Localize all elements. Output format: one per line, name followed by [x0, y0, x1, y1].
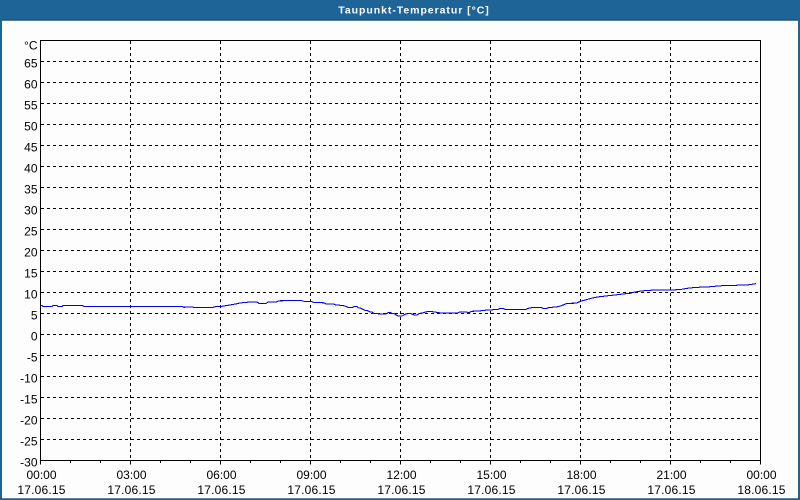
- svg-text:17.06.15: 17.06.15: [467, 483, 515, 497]
- svg-text:30: 30: [24, 204, 38, 218]
- svg-text:17.06.15: 17.06.15: [197, 483, 245, 497]
- svg-text:17.06.15: 17.06.15: [17, 483, 65, 497]
- svg-text:18.06.15: 18.06.15: [737, 483, 785, 497]
- svg-text:Taupunkt-Temperatur [°C]: Taupunkt-Temperatur [°C]: [338, 5, 489, 17]
- svg-text:35: 35: [24, 183, 38, 197]
- svg-text:17.06.15: 17.06.15: [557, 483, 605, 497]
- svg-text:-15: -15: [20, 393, 38, 407]
- svg-text:20: 20: [24, 246, 38, 260]
- svg-text:-25: -25: [20, 435, 38, 449]
- svg-text:65: 65: [24, 57, 38, 71]
- svg-text:0: 0: [31, 330, 38, 344]
- svg-text:12:00: 12:00: [386, 468, 416, 482]
- svg-text:-30: -30: [20, 456, 38, 470]
- svg-text:-5: -5: [27, 351, 38, 365]
- svg-text:17.06.15: 17.06.15: [107, 483, 155, 497]
- svg-text:15: 15: [24, 267, 38, 281]
- svg-text:00:00: 00:00: [26, 468, 56, 482]
- svg-text:17.06.15: 17.06.15: [377, 483, 425, 497]
- svg-text:-20: -20: [20, 414, 38, 428]
- svg-text:21:00: 21:00: [656, 468, 686, 482]
- svg-text:10: 10: [24, 288, 38, 302]
- svg-text:°C: °C: [24, 39, 38, 53]
- svg-text:09:00: 09:00: [296, 468, 326, 482]
- svg-text:17.06.15: 17.06.15: [287, 483, 335, 497]
- svg-text:17.06.15: 17.06.15: [647, 483, 695, 497]
- svg-text:03:00: 03:00: [116, 468, 146, 482]
- svg-text:45: 45: [24, 141, 38, 155]
- svg-text:00:00: 00:00: [746, 468, 776, 482]
- svg-text:25: 25: [24, 225, 38, 239]
- svg-text:15:00: 15:00: [476, 468, 506, 482]
- svg-text:55: 55: [24, 99, 38, 113]
- svg-text:60: 60: [24, 78, 38, 92]
- svg-text:5: 5: [31, 309, 38, 323]
- svg-text:50: 50: [24, 120, 38, 134]
- svg-text:18:00: 18:00: [566, 468, 596, 482]
- svg-text:-10: -10: [20, 372, 38, 386]
- svg-text:06:00: 06:00: [206, 468, 236, 482]
- svg-text:40: 40: [24, 162, 38, 176]
